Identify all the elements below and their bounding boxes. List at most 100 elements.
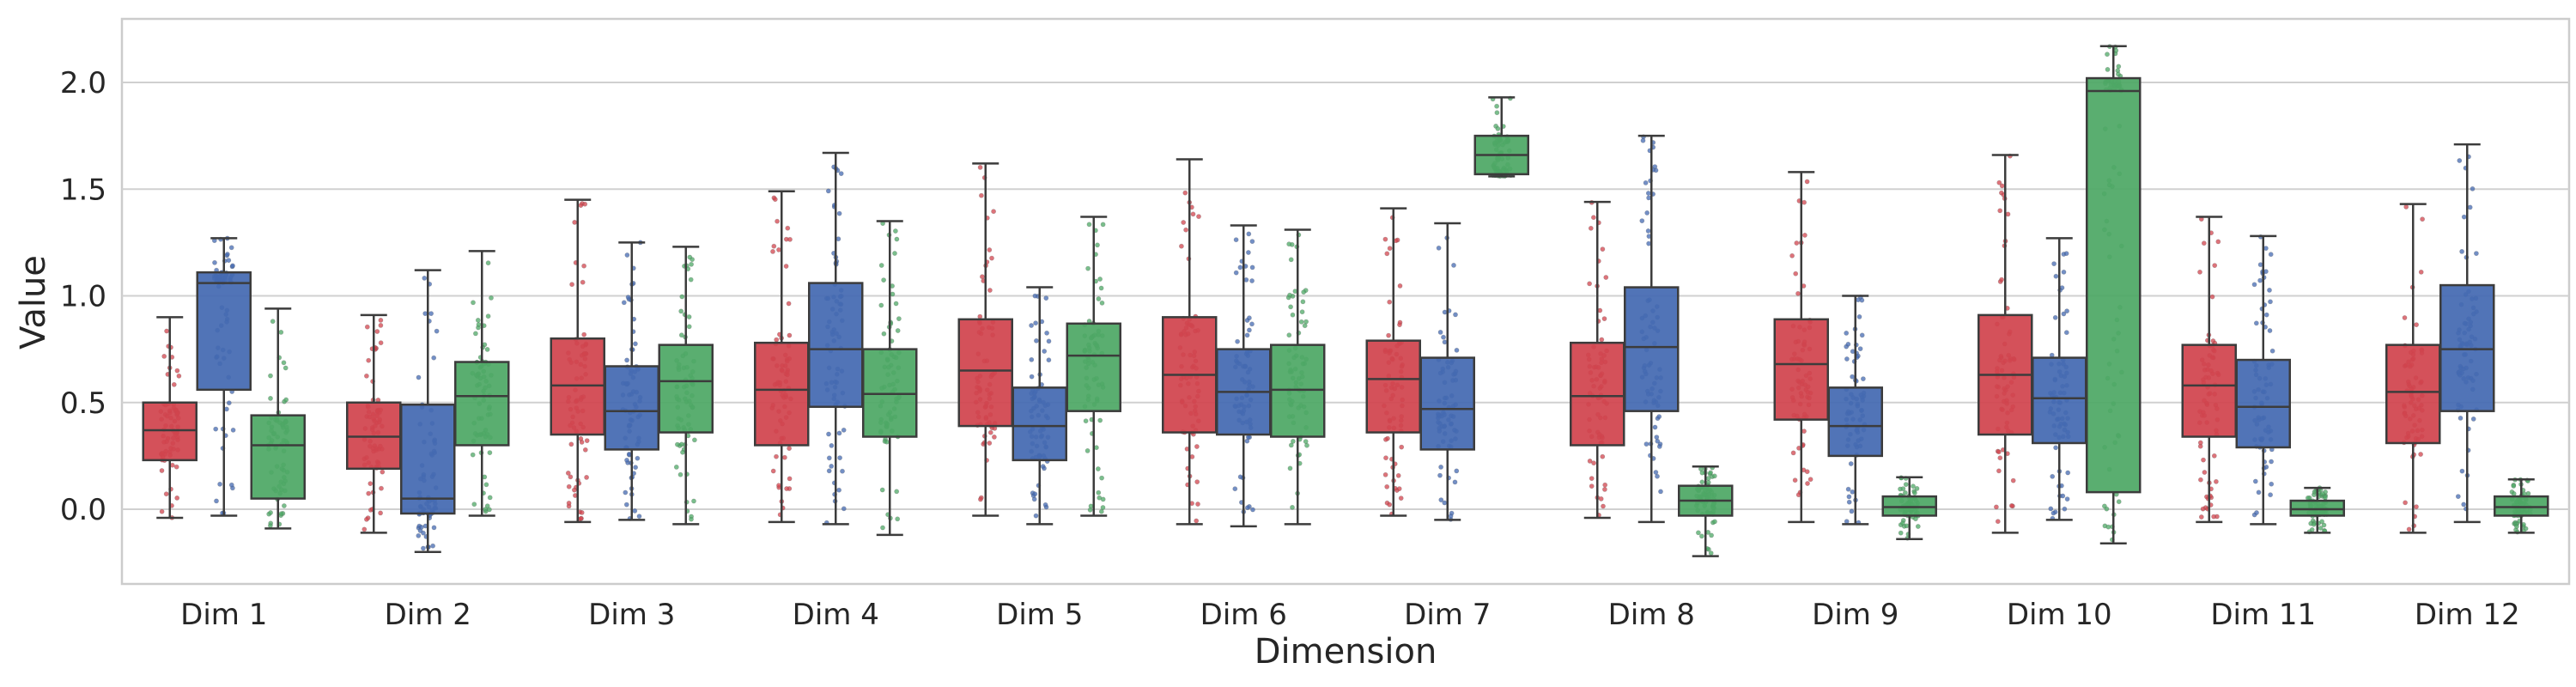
jitter-point — [569, 282, 574, 288]
jitter-point — [678, 308, 684, 314]
jitter-point — [1032, 293, 1038, 299]
jitter-point — [2321, 522, 2327, 528]
y-tick-label: 1.0 — [60, 280, 106, 314]
jitter-point — [581, 263, 586, 269]
jitter-point — [1298, 319, 1304, 325]
jitter-point — [621, 300, 627, 306]
jitter-point — [2403, 500, 2408, 506]
jitter-point — [2061, 311, 2067, 317]
box — [957, 318, 1013, 428]
jitter-point — [1997, 455, 2003, 461]
jitter-point — [1232, 486, 1238, 492]
jitter-point — [881, 331, 887, 337]
jitter-point — [1807, 477, 1814, 483]
jitter-point — [1398, 495, 1404, 501]
jitter-point — [784, 486, 789, 491]
jitter-point — [2115, 71, 2121, 77]
y-tick-label: 0.0 — [60, 493, 106, 527]
jitter-point — [2269, 481, 2275, 487]
jitter-point — [1844, 330, 1850, 336]
jitter-point — [774, 453, 779, 459]
jitter-point — [635, 455, 641, 461]
jitter-point — [1801, 232, 1807, 238]
jitter-point — [785, 225, 791, 231]
jitter-point — [787, 476, 793, 482]
jitter-point — [171, 381, 177, 387]
jitter-point — [841, 506, 847, 512]
jitter-point — [1194, 518, 1200, 524]
jitter-point — [893, 301, 899, 307]
jitter-point — [1399, 444, 1405, 450]
box — [2032, 356, 2087, 445]
jitter-point — [692, 437, 697, 443]
jitter-point — [1699, 470, 1705, 476]
jitter-point — [1085, 265, 1091, 271]
jitter-point — [1494, 103, 1499, 109]
box — [604, 365, 659, 451]
jitter-point — [2470, 416, 2476, 422]
jitter-point — [581, 331, 587, 337]
jitter-point — [1644, 210, 1650, 216]
jitter-point — [2511, 491, 2517, 496]
jitter-point — [1602, 487, 1607, 492]
jitter-point — [1288, 442, 1294, 448]
jitter-point — [1859, 297, 1865, 303]
jitter-point — [473, 331, 478, 337]
jitter-point — [224, 252, 230, 257]
jitter-point — [281, 503, 287, 508]
jitter-point — [1247, 315, 1252, 321]
jitter-point — [421, 530, 426, 536]
jitter-point — [1096, 466, 1101, 471]
jitter-point — [687, 254, 693, 260]
jitter-point — [1844, 519, 1850, 525]
jitter-point — [1301, 289, 1307, 295]
box — [1012, 386, 1067, 462]
jitter-point — [281, 360, 287, 366]
x-tick-label: Dim 4 — [793, 598, 879, 632]
jitter-point — [1792, 477, 1798, 483]
jitter-point — [1300, 299, 1306, 305]
jitter-point — [1043, 295, 1049, 301]
x-tick-label: Dim 2 — [385, 598, 471, 632]
jitter-point — [1237, 264, 1243, 271]
jitter-point — [881, 277, 886, 283]
jitter-point — [484, 346, 490, 352]
jitter-point — [2254, 510, 2259, 515]
jitter-point — [1903, 482, 1909, 487]
jitter-point — [1290, 312, 1296, 318]
jitter-point — [1850, 489, 1856, 495]
jitter-point — [989, 255, 994, 261]
jitter-point — [1794, 240, 1800, 246]
jitter-point — [1600, 453, 1606, 459]
jitter-point — [1588, 225, 1594, 231]
jitter-point — [2105, 52, 2110, 58]
jitter-point — [1046, 357, 1052, 363]
jitter-point — [1243, 277, 1249, 283]
jitter-point — [2319, 519, 2324, 525]
jitter-point — [1587, 459, 1593, 464]
jitter-point — [1438, 465, 1443, 470]
jitter-point — [2268, 492, 2273, 498]
jitter-point — [2209, 294, 2215, 300]
jitter-point — [1656, 444, 1662, 449]
plot-frame — [120, 17, 2571, 586]
jitter-point — [2215, 239, 2221, 245]
jitter-point — [1591, 215, 1596, 221]
jitter-point — [633, 341, 638, 347]
jitter-point — [1437, 329, 1443, 335]
jitter-point — [1804, 469, 1810, 475]
jitter-point — [1898, 530, 1904, 536]
jitter-point — [1600, 246, 1606, 252]
jitter-point — [2420, 216, 2425, 222]
jitter-point — [2251, 282, 2257, 288]
box — [1570, 341, 1625, 447]
jitter-point — [584, 475, 589, 480]
jitter-point — [1801, 199, 1807, 205]
jitter-point — [214, 498, 219, 504]
jitter-point — [485, 260, 491, 266]
jitter-point — [226, 400, 232, 406]
jitter-point — [1646, 195, 1651, 201]
jitter-point — [2467, 204, 2473, 210]
jitter-point — [2402, 315, 2408, 320]
